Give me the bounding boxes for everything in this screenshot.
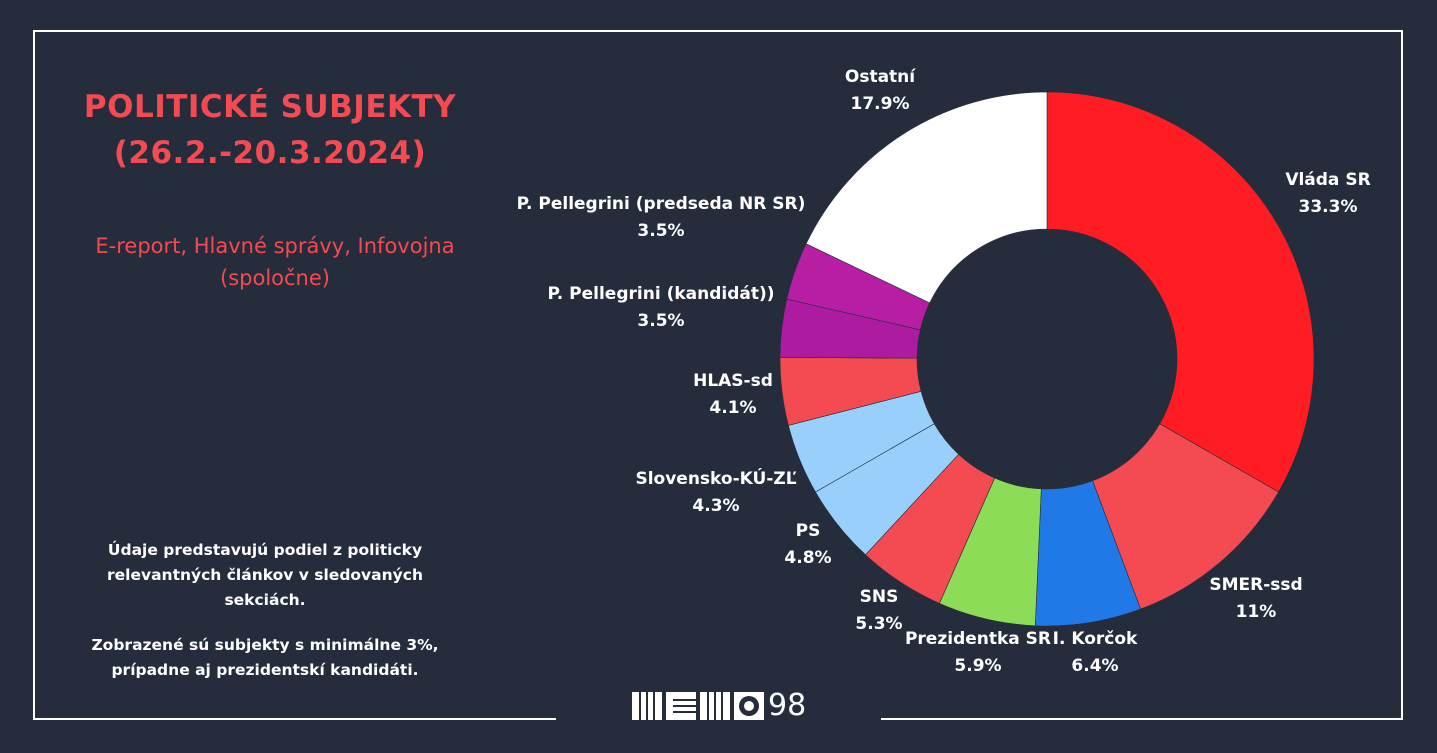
slice-label-smer-ssd: SMER-ssd 11% bbox=[1209, 575, 1302, 622]
slice-label-vlada-sr: Vláda SR 33.3% bbox=[1285, 170, 1370, 217]
slice-value: 11% bbox=[1236, 602, 1277, 622]
slice-name: SNS bbox=[860, 587, 899, 607]
slice-name: Ostatní bbox=[845, 67, 916, 87]
slice-label-prezidentka-sr: Prezidentka SR 5.9% bbox=[905, 629, 1051, 676]
slice-name: SMER-ssd bbox=[1209, 575, 1302, 595]
source-line-2: (spoločne) bbox=[220, 266, 330, 290]
slice-value: 6.4% bbox=[1071, 656, 1118, 676]
slice-label-i-korcok: I. Korčok 6.4% bbox=[1053, 629, 1138, 676]
slice-value: 3.5% bbox=[637, 221, 684, 241]
memo98-logo-icon bbox=[632, 692, 764, 720]
slice-name: HLAS-sd bbox=[693, 371, 773, 391]
slice-ostatni bbox=[805, 91, 1048, 304]
slice-label-slovensko-ku-zl: Slovensko-KÚ-ZĽ 4.3% bbox=[635, 467, 796, 516]
slice-vlada-sr bbox=[1046, 91, 1315, 493]
frame-right bbox=[1401, 30, 1403, 720]
slice-value: 5.9% bbox=[954, 656, 1001, 676]
slice-label-sns: SNS 5.3% bbox=[855, 587, 902, 634]
note-1-line-2: relevantných článkov v sledovaných bbox=[106, 566, 423, 584]
slice-value: 17.9% bbox=[851, 94, 910, 114]
title-line-2: (26.2.-20.3.2024) bbox=[113, 135, 427, 171]
slice-value: 4.3% bbox=[692, 496, 739, 516]
note-2: Zobrazené sú subjekty s minimálne 3%, pr… bbox=[70, 633, 460, 683]
slice-label-ps: PS 4.8% bbox=[784, 521, 831, 568]
slice-label-p-pellegrini-kandidat: P. Pellegrini (kandidát)) 3.5% bbox=[547, 284, 774, 331]
chart-slices bbox=[779, 91, 1315, 627]
slice-value: 3.5% bbox=[637, 311, 684, 331]
slice-label-ostatni: Ostatní 17.9% bbox=[845, 67, 916, 114]
chart-subtitle: E-report, Hlavné správy, Infovojna (spol… bbox=[40, 230, 510, 294]
note-1-line-3: sekciách. bbox=[224, 591, 306, 609]
slice-value: 33.3% bbox=[1299, 197, 1358, 217]
frame-bottom-right bbox=[881, 718, 1403, 720]
note-2-line-2: prípadne aj prezidentskí kandidáti. bbox=[111, 661, 419, 679]
slice-name: Slovensko-KÚ-ZĽ bbox=[635, 467, 796, 489]
slice-name: PS bbox=[796, 521, 821, 541]
chart-labels: Vláda SR 33.3% SMER-ssd 11% I. Korčok 6.4% Pre… bbox=[517, 67, 1371, 676]
note-1: Údaje predstavujú podiel z politicky rel… bbox=[70, 538, 460, 613]
logo-number: 98 bbox=[768, 688, 807, 723]
frame-top bbox=[33, 30, 1403, 32]
notes: Údaje predstavujú podiel z politicky rel… bbox=[70, 538, 460, 683]
frame-left bbox=[33, 30, 35, 720]
slice-name: Prezidentka SR bbox=[905, 629, 1051, 649]
title-line-1: POLITICKÉ SUBJEKTY bbox=[83, 89, 457, 125]
note-2-line-1: Zobrazené sú subjekty s minimálne 3%, bbox=[91, 636, 439, 654]
slice-value: 4.8% bbox=[784, 548, 831, 568]
frame-bottom-left bbox=[33, 718, 556, 720]
slice-label-p-pellegrini-predseda-nr-sr: P. Pellegrini (predseda NR SR) 3.5% bbox=[517, 194, 806, 241]
slice-value: 5.3% bbox=[855, 614, 902, 634]
slice-name: I. Korčok bbox=[1053, 629, 1138, 649]
slice-name: P. Pellegrini (kandidát)) bbox=[547, 284, 774, 304]
source-line-1: E-report, Hlavné správy, Infovojna bbox=[95, 234, 455, 258]
note-1-line-1: Údaje predstavujú podiel z politicky bbox=[107, 541, 423, 559]
slice-label-hlas-sd: HLAS-sd 4.1% bbox=[693, 371, 773, 418]
chart-title: POLITICKÉ SUBJEKTY (26.2.-20.3.2024) bbox=[60, 84, 480, 176]
slice-value: 4.1% bbox=[709, 398, 756, 418]
slice-name: P. Pellegrini (predseda NR SR) bbox=[517, 194, 806, 214]
slice-name: Vláda SR bbox=[1285, 170, 1370, 190]
